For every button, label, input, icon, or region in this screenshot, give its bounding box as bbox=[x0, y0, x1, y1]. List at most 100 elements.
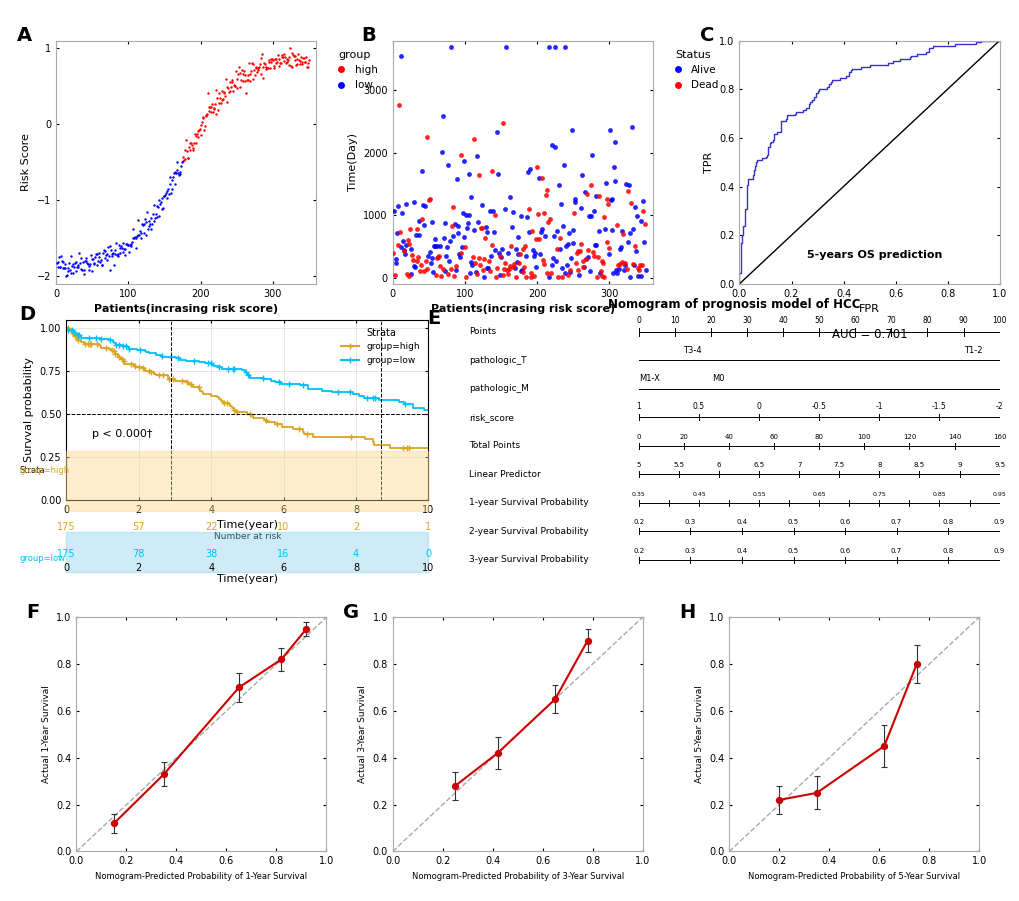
Point bbox=[62, 266, 78, 280]
Point bbox=[518, 249, 534, 263]
Legend: Alive, Dead: Alive, Dead bbox=[662, 46, 722, 95]
Text: 0.7: 0.7 bbox=[890, 519, 901, 525]
Text: 40: 40 bbox=[777, 316, 788, 325]
Point bbox=[64, 257, 81, 271]
Point bbox=[288, 52, 305, 67]
Text: Strata: Strata bbox=[19, 467, 45, 475]
Text: 0.5: 0.5 bbox=[692, 402, 704, 411]
Point bbox=[448, 172, 465, 187]
Point bbox=[534, 222, 550, 236]
Point bbox=[557, 239, 574, 253]
Point bbox=[422, 192, 438, 206]
Point bbox=[445, 229, 462, 243]
Text: 140: 140 bbox=[947, 433, 960, 440]
Point bbox=[603, 192, 620, 206]
Point bbox=[529, 159, 545, 174]
Point bbox=[498, 263, 515, 278]
Text: T1-2: T1-2 bbox=[963, 346, 981, 355]
Point bbox=[265, 52, 281, 67]
Text: Number at risk: Number at risk bbox=[213, 532, 281, 542]
Point bbox=[190, 123, 206, 138]
Point bbox=[525, 249, 541, 263]
Point bbox=[524, 243, 540, 258]
Point bbox=[552, 196, 569, 211]
Point bbox=[121, 244, 138, 259]
Point bbox=[444, 200, 461, 214]
Point bbox=[545, 229, 561, 243]
Point bbox=[78, 254, 95, 268]
Point bbox=[300, 59, 316, 74]
Point bbox=[96, 242, 112, 257]
Point bbox=[467, 265, 483, 279]
Point bbox=[908, 657, 924, 671]
Point bbox=[209, 90, 225, 105]
Point bbox=[596, 269, 612, 284]
Point bbox=[390, 97, 407, 112]
group=low bbox=[107, 335, 119, 346]
Point bbox=[143, 222, 159, 236]
Point bbox=[575, 253, 591, 268]
Point bbox=[415, 198, 431, 213]
X-axis label: Patients(incrasing risk score): Patients(incrasing risk score) bbox=[430, 305, 614, 314]
Point bbox=[447, 263, 464, 278]
Point bbox=[109, 249, 125, 263]
Point bbox=[141, 219, 157, 233]
Point bbox=[455, 231, 472, 245]
Y-axis label: TPR: TPR bbox=[703, 151, 713, 173]
Point bbox=[539, 183, 555, 197]
Point bbox=[526, 268, 542, 283]
Point bbox=[294, 50, 311, 65]
Point bbox=[257, 62, 273, 77]
Point bbox=[235, 64, 252, 78]
Point bbox=[156, 188, 172, 203]
Point bbox=[72, 262, 89, 277]
Point bbox=[636, 234, 652, 249]
Text: 8.5: 8.5 bbox=[913, 462, 924, 469]
Text: 0.6: 0.6 bbox=[839, 519, 850, 525]
Point bbox=[495, 262, 512, 277]
Text: 10: 10 bbox=[669, 316, 679, 325]
Point bbox=[551, 231, 568, 245]
Point bbox=[637, 263, 653, 278]
Point bbox=[571, 244, 587, 259]
Point bbox=[418, 253, 434, 268]
Point bbox=[78, 256, 95, 270]
Point bbox=[69, 260, 86, 275]
Point bbox=[579, 633, 595, 648]
Point bbox=[394, 233, 411, 248]
Point bbox=[187, 136, 204, 150]
Point bbox=[57, 257, 73, 271]
Text: 9: 9 bbox=[957, 462, 961, 469]
Point bbox=[222, 84, 238, 98]
Point bbox=[200, 86, 216, 100]
Point bbox=[627, 199, 643, 214]
Point bbox=[538, 266, 554, 280]
X-axis label: Time(year): Time(year) bbox=[217, 521, 277, 531]
Point bbox=[574, 259, 590, 274]
Point bbox=[600, 241, 616, 256]
Point bbox=[490, 246, 506, 260]
Point bbox=[144, 211, 160, 225]
Point bbox=[118, 237, 135, 251]
Point bbox=[484, 205, 500, 219]
Point bbox=[616, 256, 633, 270]
Text: -1: -1 bbox=[874, 402, 882, 411]
Point bbox=[500, 262, 517, 277]
Point bbox=[125, 222, 142, 236]
Point bbox=[255, 60, 271, 75]
Point bbox=[479, 260, 495, 275]
Text: 5: 5 bbox=[636, 462, 641, 469]
Point bbox=[443, 219, 460, 233]
Point bbox=[401, 222, 418, 236]
Point bbox=[238, 73, 255, 87]
Point bbox=[508, 255, 525, 269]
Text: 0.75: 0.75 bbox=[871, 492, 886, 496]
X-axis label: Nomogram-Predicted Probability of 1-Year Survival: Nomogram-Predicted Probability of 1-Year… bbox=[96, 872, 307, 881]
Point bbox=[576, 260, 592, 275]
Text: 175: 175 bbox=[57, 549, 75, 560]
Y-axis label: Time(Day): Time(Day) bbox=[347, 133, 358, 191]
Point bbox=[601, 123, 618, 138]
Point bbox=[436, 215, 452, 230]
Point bbox=[445, 269, 462, 284]
Point bbox=[454, 153, 471, 168]
